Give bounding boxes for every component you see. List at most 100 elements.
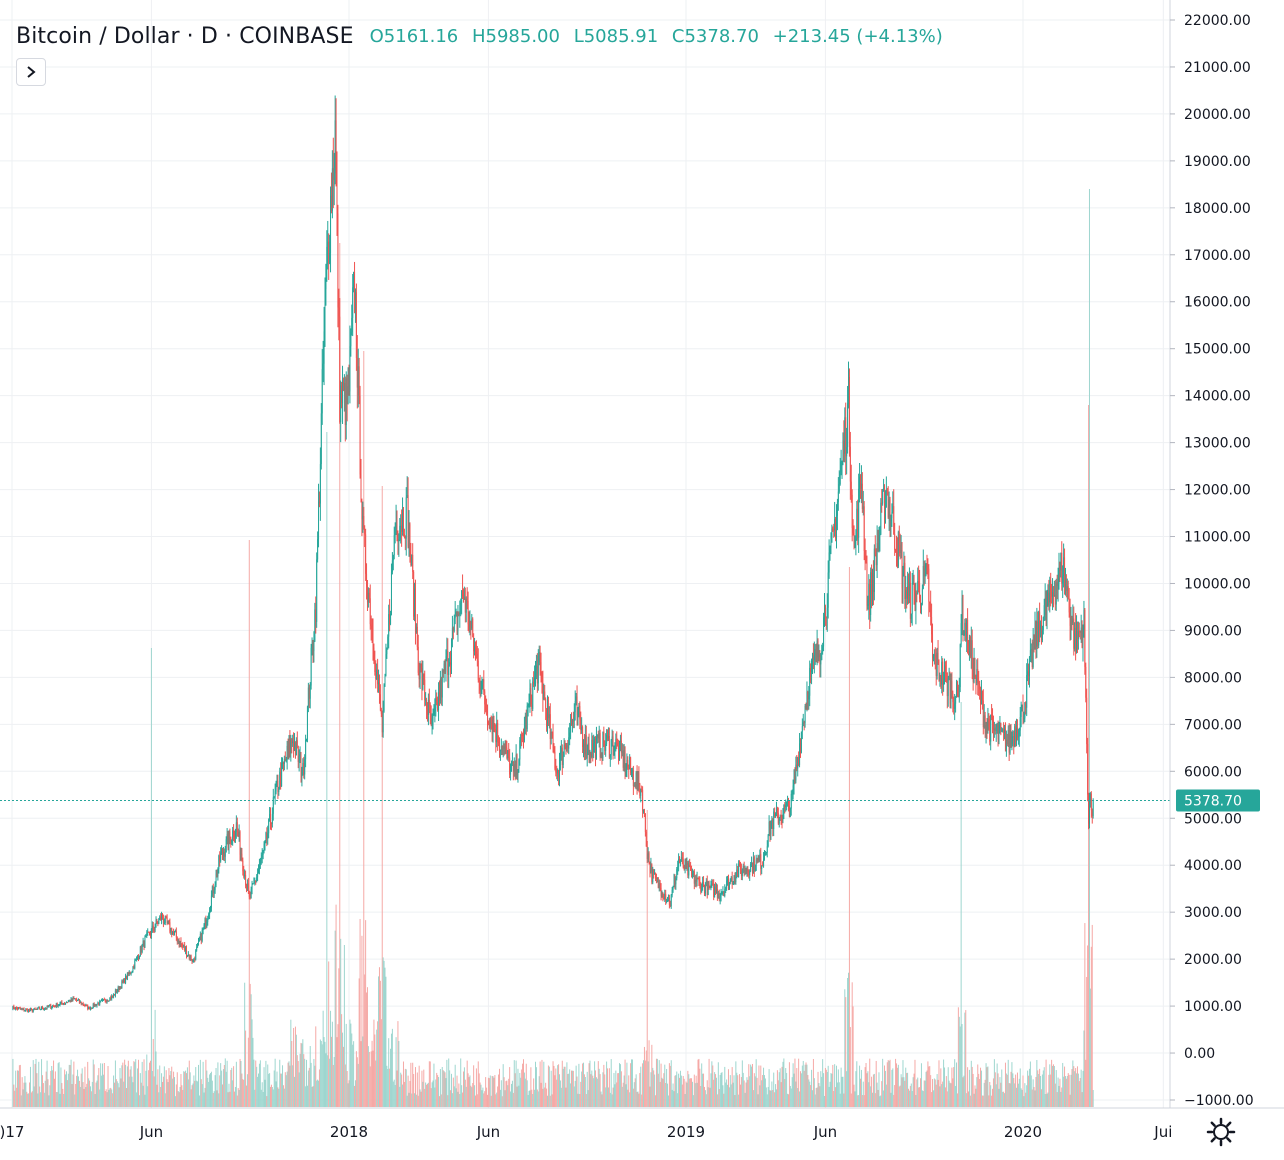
chevron-right-icon: [27, 66, 36, 78]
volume-bar: [225, 1071, 227, 1107]
volume-bar: [1004, 1093, 1006, 1107]
volume-bar: [626, 1062, 628, 1107]
expand-legend-button[interactable]: [16, 58, 46, 86]
volume-bar: [758, 1065, 760, 1107]
candle-body: [269, 814, 271, 820]
candle-body: [545, 698, 547, 709]
volume-bar: [78, 1080, 80, 1107]
candle-body: [390, 614, 392, 625]
candle-body: [508, 750, 510, 758]
candle-body: [702, 881, 704, 889]
price-tick-label: 12000.00: [1184, 483, 1251, 499]
candle-body: [61, 1001, 63, 1004]
candle-body: [893, 506, 895, 535]
candle-body: [376, 669, 378, 680]
candle-body: [480, 687, 482, 691]
candle-body: [741, 871, 743, 876]
volume-bar: [569, 1069, 571, 1107]
volume-bar: [496, 1092, 498, 1107]
volume-bar: [1030, 1075, 1032, 1107]
volume-bar: [411, 1093, 413, 1107]
volume-bar: [52, 1070, 54, 1107]
candle-body: [838, 484, 840, 492]
candle-body: [788, 805, 790, 817]
volume-bar: [192, 1083, 194, 1107]
candle-body: [109, 997, 111, 1001]
volume-bar: [526, 1080, 528, 1107]
candle-body: [786, 801, 788, 806]
candle-body: [456, 611, 458, 632]
volume-bar: [406, 1095, 408, 1107]
volume-bar: [1049, 1064, 1051, 1107]
volume-bar: [218, 1093, 220, 1107]
candle-body: [1061, 552, 1063, 584]
candle-body: [170, 927, 172, 932]
volume-bar: [306, 1085, 308, 1107]
volume-bar: [530, 1067, 532, 1107]
candle-body: [334, 120, 336, 168]
candle-body: [394, 527, 396, 536]
volume-bar: [51, 1065, 53, 1107]
candle-body: [339, 316, 341, 423]
volume-bar: [584, 1076, 586, 1107]
volume-bar: [278, 1088, 280, 1107]
volume-bar: [739, 1074, 741, 1107]
volume-bar: [1011, 1062, 1013, 1107]
volume-bar: [476, 1094, 478, 1107]
volume-bar: [123, 1081, 125, 1107]
volume-bar: [799, 1091, 801, 1107]
candle-body: [332, 168, 334, 180]
volume-bar: [898, 1086, 900, 1107]
volume-bar: [561, 1060, 563, 1107]
volume-bar: [993, 1059, 995, 1107]
volume-bar: [386, 1065, 388, 1107]
candle-body: [1016, 728, 1018, 737]
candle-body: [29, 1009, 31, 1011]
volume-bar: [228, 1083, 230, 1107]
volume-bar: [116, 1081, 118, 1107]
volume-bar: [1087, 945, 1089, 1107]
price-axis[interactable]: 22000.0021000.0020000.0019000.0018000.00…: [1169, 0, 1254, 1109]
candle-body: [643, 809, 645, 814]
volume-bar: [141, 1061, 143, 1107]
volume-bar: [802, 1060, 804, 1107]
candle-body: [749, 871, 751, 876]
volume-bar: [1078, 1081, 1080, 1107]
candle-body: [23, 1008, 25, 1011]
candle-body: [378, 682, 380, 695]
volume-bar: [885, 1084, 887, 1107]
volume-bar: [1081, 1092, 1083, 1107]
chart-settings-button[interactable]: [1205, 1116, 1237, 1148]
candle-body: [31, 1009, 33, 1012]
volume-bar: [631, 1059, 633, 1107]
candle-body: [473, 637, 475, 652]
volume-bar: [593, 1078, 595, 1107]
candle-body: [1041, 630, 1043, 641]
candle-body: [414, 588, 416, 632]
candle-body: [1025, 702, 1027, 708]
volume-bar: [778, 1072, 780, 1107]
volume-bar: [1004, 1062, 1006, 1107]
volume-bar: [570, 1083, 572, 1107]
candle-body: [1078, 630, 1080, 632]
candle-body: [909, 582, 911, 619]
candle-body: [910, 613, 912, 619]
candle-body: [43, 1008, 45, 1010]
candle-body: [84, 1005, 86, 1007]
candle-body: [137, 956, 139, 959]
volume-bar: [545, 1082, 547, 1107]
candle-body: [448, 664, 450, 676]
volume-bar: [261, 1082, 263, 1107]
candle-body: [210, 895, 212, 908]
volume-bar: [285, 1075, 287, 1107]
candle-body: [1088, 794, 1090, 824]
candle-body: [866, 562, 868, 606]
candle-body: [355, 292, 357, 358]
volume-bar: [302, 1039, 304, 1107]
volume-bar: [677, 1093, 679, 1107]
candle-body: [815, 648, 817, 663]
candle-body: [35, 1008, 37, 1010]
time-axis[interactable]: )17 Jun 2018 Jun 2019 Jun 2020 Jui: [0, 1107, 1284, 1141]
time-tick-label: Jun: [139, 1123, 163, 1141]
